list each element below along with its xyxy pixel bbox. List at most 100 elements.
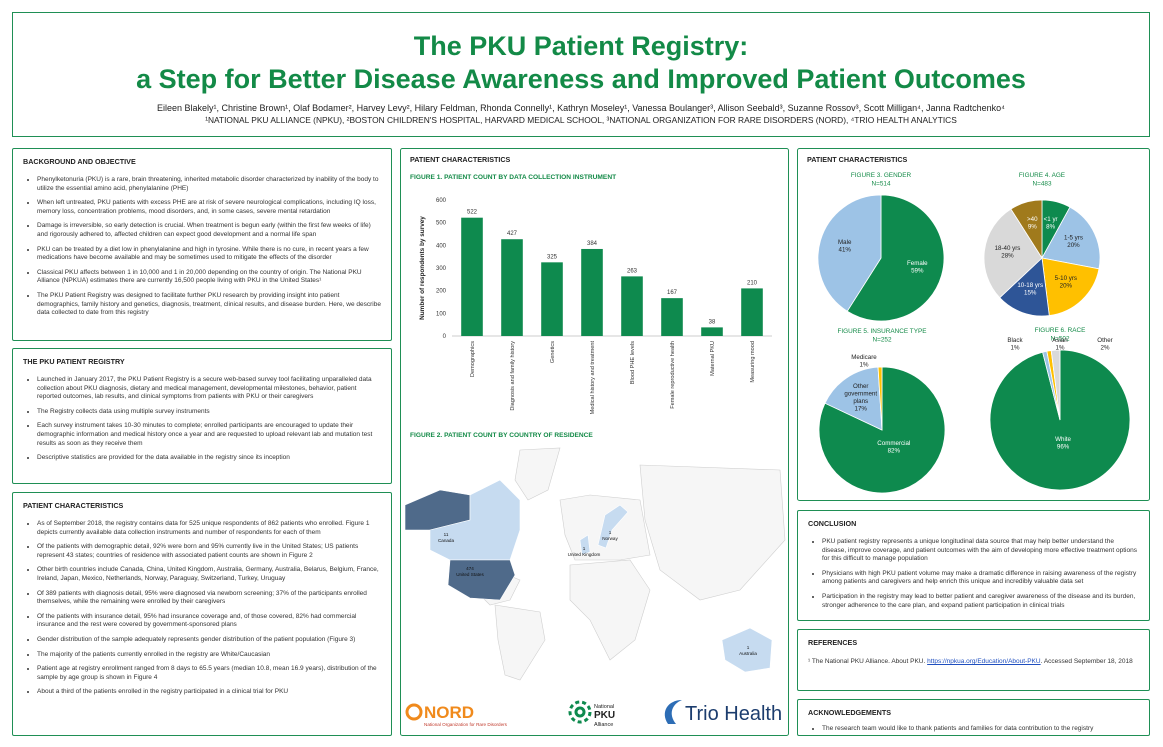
pie-label-part: plans (853, 398, 868, 405)
pie-slice (1050, 349, 1061, 421)
figure-title: FIGURE 6. RACE (1035, 327, 1086, 334)
figure-title: FIGURE 4. AGE (1019, 172, 1065, 179)
reference-link[interactable]: https://npkua.org/Education/About-PKU (927, 658, 1041, 665)
reference-text: . Accessed September 18, 2018 (1040, 658, 1133, 665)
pie-label: Male 41% (838, 239, 852, 254)
figure-title: FIGURE 5. INSURANCE TYPE (837, 328, 926, 335)
section-heading: PATIENT CHARACTERISTICS (807, 155, 908, 164)
country-count: 1 (583, 546, 586, 551)
bullet: The PKU Patient Registry was designed to… (37, 292, 381, 318)
bullet: Damage is irreversible, so early detecti… (37, 222, 381, 239)
y-axis-label: Number of respondents by survey (419, 216, 426, 320)
land (569, 559, 651, 661)
figure-title: FIGURE 1. PATIENT COUNT BY DATA COLLECTI… (410, 174, 616, 181)
pie-category: Black (1007, 337, 1023, 344)
bullet-list: PKU patient registry represents a unique… (808, 538, 1139, 610)
bullet: The majority of the patients currently e… (37, 651, 381, 660)
country-label: Canada (438, 538, 455, 543)
pie-category: Medicare (851, 354, 877, 361)
pie-value-label: 82% (888, 448, 901, 455)
country-label: Norway (602, 536, 618, 541)
country-label: United States (456, 572, 484, 577)
bullet-list: The research team would like to thank pa… (808, 725, 1139, 734)
npku-icon (568, 700, 592, 724)
results-middle-box (400, 148, 789, 736)
bullet: As of September 2018, the registry conta… (37, 520, 381, 537)
country (597, 504, 629, 549)
country-count: 474 (466, 566, 474, 571)
x-tick-label: Measuring mood (750, 341, 756, 383)
pie-label: 10-18 yrs 15% (1017, 282, 1043, 297)
pie-value-label: 96% (1057, 443, 1070, 450)
pie-label: Female 59% (907, 260, 928, 275)
results-right-box (797, 148, 1150, 501)
pie-slice (1041, 257, 1100, 316)
registry-box: THE PKU PATIENT REGISTRY Launched in Janu… (12, 348, 392, 484)
pie-value-label: 59% (911, 268, 924, 275)
affiliations: ¹NATIONAL PKU ALLIANCE (NPKU), ²BOSTON C… (205, 115, 957, 125)
pie-slice (824, 366, 883, 431)
title: a Step for Better Disease Awareness and … (136, 64, 1026, 94)
pie-value-label: 20% (1067, 242, 1080, 249)
x-tick-label: Demographics (470, 341, 476, 377)
pie-category: Female (907, 260, 928, 267)
y-tick-label: 100 (436, 311, 447, 317)
pie-slice (999, 257, 1050, 317)
npku-logo-line: Alliance (594, 722, 613, 728)
pie-label: Commercial 82% (877, 440, 910, 455)
npku-logo-line: National (594, 704, 614, 710)
pie-label: 1-5 yrs 20% (1064, 235, 1083, 250)
data-label: 38 (709, 319, 716, 325)
country (579, 534, 591, 556)
bullet: About a third of the patients enrolled i… (37, 688, 381, 697)
pie-value-label: 28% (1001, 253, 1014, 260)
data-label: 427 (507, 231, 518, 237)
bar (621, 276, 643, 336)
y-tick-label: 600 (436, 198, 447, 204)
pie-category: Commercial (877, 440, 910, 447)
logos: NORD National Organization for Rare Diso… (405, 700, 782, 728)
land (494, 604, 546, 681)
patient-characteristics-box: PATIENT CHARACTERISTICS As of September 2… (12, 492, 392, 736)
pie-slice (817, 194, 882, 312)
nord-logo: NORD (424, 703, 474, 722)
section-heading: PATIENT CHARACTERISTICS (410, 155, 511, 164)
bullet: PKU can be treated by a diet low in phen… (37, 246, 381, 263)
x-tick-label: Diagnosis and family history (510, 341, 516, 411)
figure-subtitle: N=483 (1032, 181, 1051, 188)
x-tick-label: Genetics (550, 341, 556, 363)
data-label: 263 (627, 268, 638, 274)
land (639, 464, 786, 601)
trio-icon (664, 700, 682, 724)
bullet: The research team would like to thank pa… (822, 725, 1139, 734)
reference: ¹ The National PKU Alliance. About PKU. … (808, 657, 1139, 666)
bullet: Descriptive statistics are provided for … (37, 454, 381, 463)
pie-label-part: government (844, 391, 877, 398)
pie-category: 5-10 yrs (1055, 275, 1077, 282)
pie-label: 5-10 yrs 20% (1055, 275, 1077, 290)
figure-subtitle: N=252 (872, 337, 891, 344)
bullet: Patient age at registry enrollment range… (37, 665, 381, 682)
land (514, 447, 561, 501)
bar (501, 239, 523, 336)
bullet: Other birth countries include Canada, Ch… (37, 566, 381, 583)
npku-logo-line: PKU (594, 710, 615, 721)
pie-category: 18-40 yrs (995, 245, 1021, 252)
section-heading: REFERENCES (808, 638, 858, 647)
pie-value-label: 8% (1046, 223, 1055, 230)
data-label: 210 (747, 280, 758, 286)
pie-category: <1 yr (1044, 216, 1058, 223)
y-tick-label: 400 (436, 243, 447, 249)
bullet-list: As of September 2018, the registry conta… (23, 520, 381, 697)
reference-text: ¹ The National PKU Alliance. About PKU. (808, 658, 926, 665)
bar (701, 327, 723, 336)
pie-category: Asian (1052, 337, 1068, 344)
pie-slice (846, 194, 945, 322)
pie-label: <1 yr 8% (1044, 216, 1058, 231)
bullet: Launched in January 2017, the PKU Patien… (37, 376, 381, 402)
bullet: The Registry collects data using multipl… (37, 408, 381, 417)
pie-category: Male (838, 239, 852, 246)
x-tick-label: Blood PHE levels (630, 341, 636, 384)
bullet: Physicians with high PKU patient volume … (822, 570, 1139, 587)
